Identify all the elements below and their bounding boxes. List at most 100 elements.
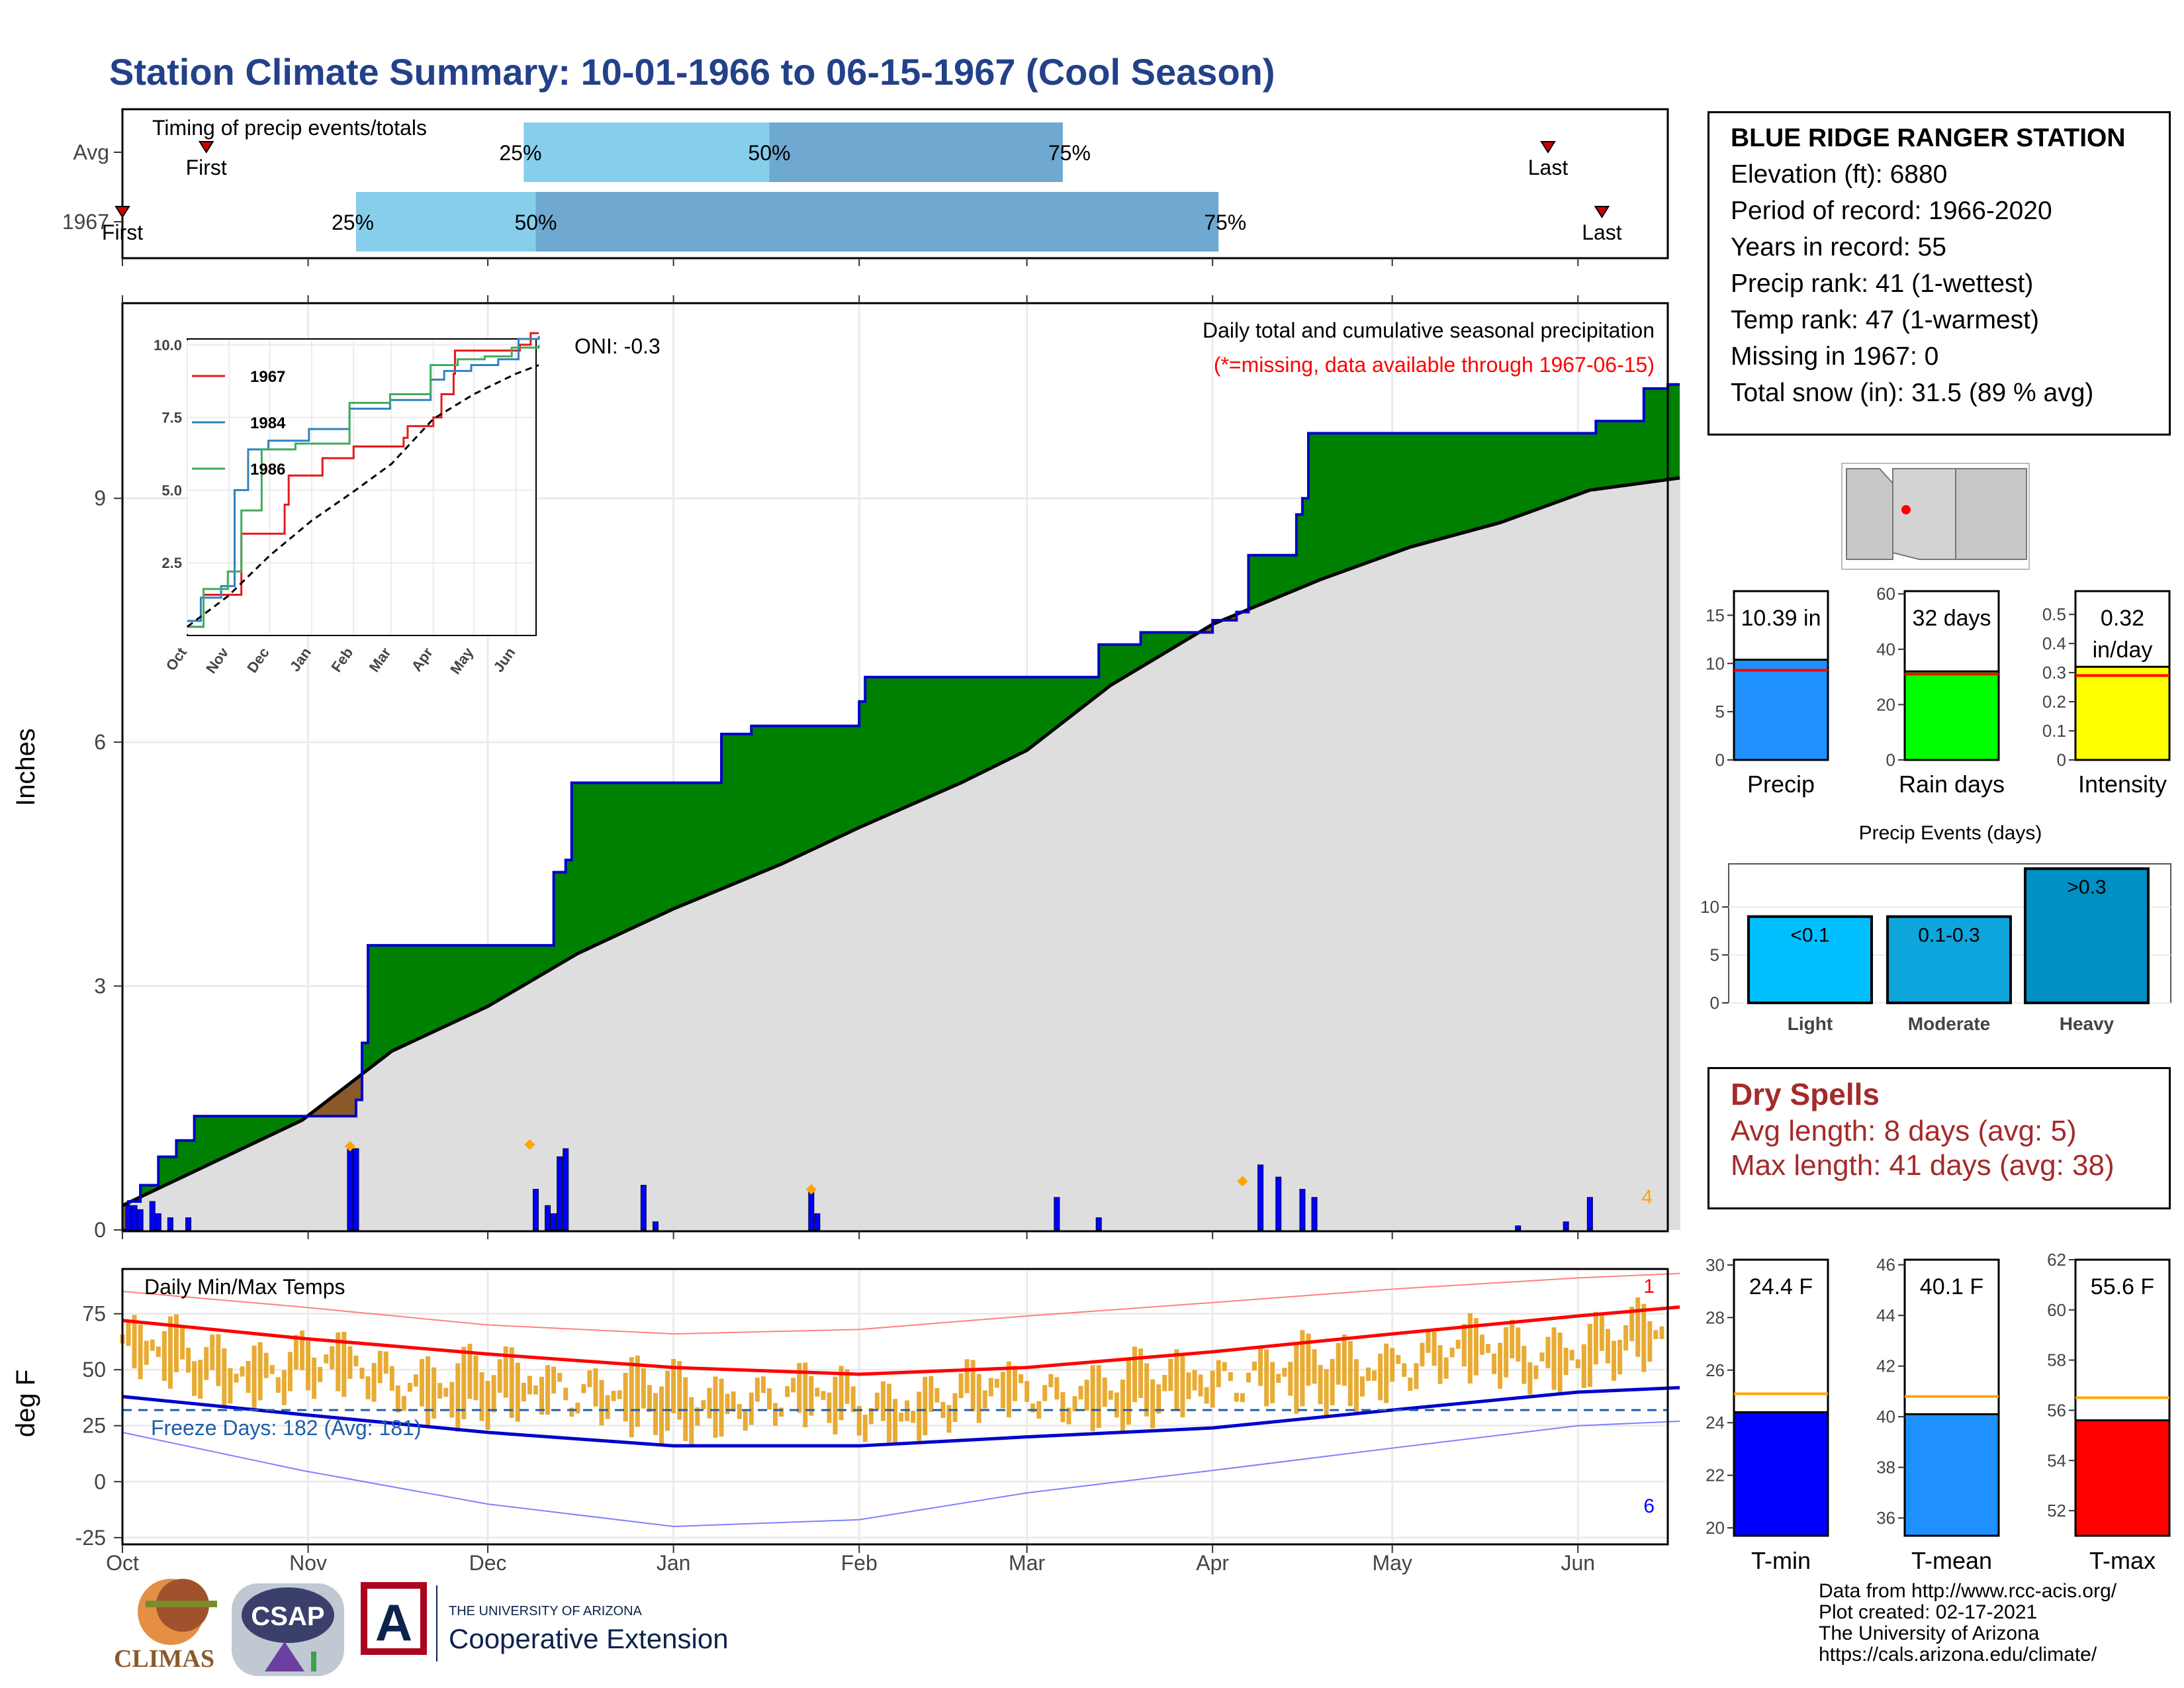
daily-temp-bar [1252,1361,1257,1371]
daily-temp-bar [1276,1374,1281,1383]
summary-bar-value-label: 24.4 F [1749,1274,1813,1299]
daily-temp-bar [300,1331,305,1370]
ua-logo-small-text: THE UNIVERSITY OF ARIZONA [449,1604,643,1618]
daily-temp-bar [228,1368,233,1404]
temp-bottom-right-label: 6 [1643,1495,1655,1517]
daily-temp-bar [964,1359,970,1393]
daily-temp-bar [1498,1342,1503,1389]
daily-temp-bar [1420,1342,1425,1367]
first-event-marker-icon [114,206,130,218]
dry-spells-avg-length: Avg length: 8 days (avg: 5) [1731,1115,2077,1147]
daily-temp-bar [293,1335,298,1370]
daily-temp-bar [725,1393,730,1415]
daily-precip-bar [1515,1225,1522,1231]
daily-temp-bar [1048,1374,1054,1387]
last-event-label: Last [1582,220,1622,244]
csap-logo-text: CSAP [251,1602,324,1631]
daily-temp-bar [1612,1340,1617,1381]
daily-temp-bar [665,1370,670,1431]
temp-ytick-label: 25 [82,1414,106,1438]
daily-temp-bar [198,1360,203,1399]
daily-temp-bar [407,1382,412,1392]
summary-ytick-label: 22 [1706,1466,1725,1485]
daily-temp-bar [257,1342,263,1401]
summary-bar [1733,1411,1829,1537]
daily-temp-bar [1234,1392,1239,1402]
summary-ytick-label: 60 [2047,1300,2066,1320]
timing-label: Timing of precip events/totals [152,116,427,140]
summary-ytick-label: 5 [1715,702,1725,722]
daily-precip-bar [1095,1217,1102,1231]
first-event-label: First [186,156,227,179]
summary-ytick-label: 15 [1706,605,1725,625]
daily-temp-bar [186,1347,191,1373]
daily-precip-bar [640,1184,647,1231]
daily-temp-bar [833,1376,838,1434]
daily-temp-bar [497,1359,502,1393]
record-max-line [122,1272,1680,1335]
summary-bar-value-label: 0.32 [2101,606,2144,631]
daily-temp-bar [1575,1359,1580,1368]
inset-series-line [187,332,539,628]
daily-temp-bar [797,1362,802,1413]
daily-temp-bar [1168,1358,1173,1391]
ua-logo-big-text: Cooperative Extension [449,1623,729,1654]
daily-temp-bar [1365,1367,1371,1382]
events-ytick-label: 5 [1710,945,1719,965]
daily-temp-bar [1330,1358,1335,1405]
daily-temp-bar [701,1400,706,1409]
daily-temp-bar [347,1346,353,1379]
daily-temp-bar [970,1360,976,1411]
daily-temp-bar [791,1378,796,1393]
daily-temp-bar [850,1386,856,1413]
daily-temp-bar [1581,1344,1586,1388]
daily-temp-bar [1036,1401,1042,1419]
daily-temp-bar [246,1361,251,1393]
summary-ytick-label: 54 [2047,1450,2066,1470]
daily-temp-bar [138,1324,143,1380]
daily-temp-bar [1390,1348,1395,1382]
precip-ytick-label: 9 [94,487,106,510]
daily-temp-bar [551,1366,557,1394]
daily-temp-bar [1174,1349,1179,1411]
average-max-line [122,1305,1680,1376]
daily-precip-bar [353,1148,359,1231]
daily-temp-bar [1096,1365,1101,1429]
daily-precip-bar [1257,1164,1264,1231]
daily-temp-bar [126,1321,131,1346]
summary-ytick-label: 24 [1706,1413,1725,1432]
daily-temp-bar [569,1407,574,1417]
daily-temp-bar [167,1316,173,1389]
daily-temp-bar [719,1378,724,1437]
precip-ytick-label: 0 [94,1218,106,1242]
daily-temp-bar [809,1376,814,1416]
precip-subtitle: (*=missing, data available through 1967-… [1214,353,1655,377]
daily-precip-bar [532,1189,539,1231]
daily-temp-bar [1605,1329,1610,1364]
temp-xtick-label: Nov [289,1551,327,1575]
credits-block: Data from http://www.rcc-acis.org/ Plot … [1819,1581,2116,1665]
daily-temp-bar [958,1373,964,1399]
daily-temp-bar [1402,1363,1407,1378]
arizona-locator-map [1841,463,2030,570]
daily-temp-bar [1461,1323,1467,1367]
daily-precip-bar [652,1221,659,1231]
summary-ytick-label: 58 [2047,1350,2066,1370]
average-min-line [122,1385,1680,1448]
daily-precip-bar [125,1205,132,1231]
daily-temp-bar [581,1384,586,1393]
daily-temp-bar [336,1332,341,1391]
summary-ytick-label: 44 [1876,1305,1895,1325]
daily-temp-bar [653,1393,658,1435]
daily-temp-bar [1510,1319,1515,1359]
daily-temp-bar [1066,1407,1071,1425]
daily-temp-bar [1114,1392,1119,1418]
daily-temp-bar [1653,1330,1659,1339]
daily-temp-bar [1102,1377,1107,1407]
daily-temp-bar [1180,1354,1185,1418]
daily-precip-bar [131,1205,138,1231]
daily-temp-bar [1138,1348,1144,1398]
daily-temp-bar [156,1346,161,1357]
station-missing: Missing in 1967: 0 [1731,342,1939,371]
daily-temp-bar [1192,1370,1197,1391]
